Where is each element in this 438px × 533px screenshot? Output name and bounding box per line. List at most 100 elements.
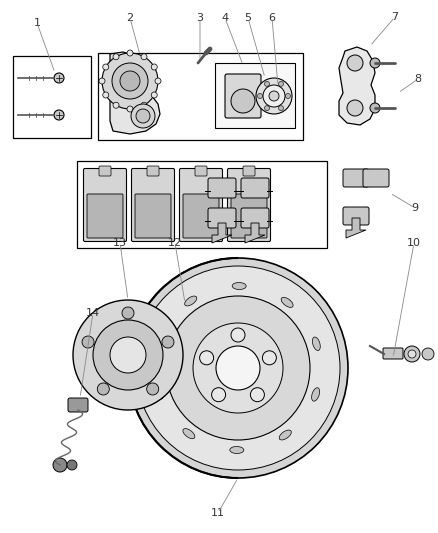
Circle shape (265, 82, 269, 86)
Circle shape (408, 350, 416, 358)
Polygon shape (346, 218, 366, 238)
Circle shape (54, 73, 64, 83)
FancyBboxPatch shape (208, 208, 236, 228)
Text: 12: 12 (168, 238, 182, 248)
FancyBboxPatch shape (225, 74, 261, 118)
Circle shape (53, 458, 67, 472)
Circle shape (112, 63, 148, 99)
Text: 4: 4 (222, 13, 229, 23)
Circle shape (54, 110, 64, 120)
FancyBboxPatch shape (243, 166, 255, 176)
FancyBboxPatch shape (343, 207, 369, 225)
Circle shape (370, 103, 380, 113)
Circle shape (251, 387, 265, 402)
Circle shape (193, 323, 283, 413)
Text: 9: 9 (411, 203, 419, 213)
Text: 11: 11 (211, 508, 225, 518)
Circle shape (82, 336, 94, 348)
Circle shape (279, 106, 283, 111)
Circle shape (166, 296, 310, 440)
Circle shape (127, 50, 133, 56)
Circle shape (422, 348, 434, 360)
Circle shape (103, 64, 109, 70)
Circle shape (110, 337, 146, 373)
Ellipse shape (183, 429, 195, 439)
FancyBboxPatch shape (135, 194, 171, 238)
Circle shape (347, 100, 363, 116)
FancyBboxPatch shape (180, 168, 223, 241)
Ellipse shape (311, 387, 320, 401)
Polygon shape (110, 52, 160, 134)
Circle shape (97, 383, 110, 395)
Circle shape (122, 307, 134, 319)
Polygon shape (212, 223, 232, 243)
Ellipse shape (281, 297, 293, 308)
Text: 13: 13 (113, 238, 127, 248)
Bar (13, 56, 91, 138)
Circle shape (136, 109, 150, 123)
Text: 10: 10 (407, 238, 421, 248)
Circle shape (147, 383, 159, 395)
FancyBboxPatch shape (131, 168, 174, 241)
Circle shape (136, 266, 340, 470)
FancyBboxPatch shape (99, 166, 111, 176)
Text: 7: 7 (392, 12, 399, 22)
Ellipse shape (232, 282, 246, 289)
Circle shape (265, 106, 269, 111)
Circle shape (151, 92, 157, 98)
FancyBboxPatch shape (87, 194, 123, 238)
Bar (98, 53, 303, 140)
Text: 1: 1 (33, 18, 40, 28)
Circle shape (113, 102, 119, 108)
Circle shape (131, 104, 155, 128)
FancyBboxPatch shape (68, 398, 88, 412)
FancyBboxPatch shape (363, 169, 389, 187)
Circle shape (73, 300, 183, 410)
FancyBboxPatch shape (231, 194, 267, 238)
FancyBboxPatch shape (208, 178, 236, 198)
Ellipse shape (185, 296, 197, 306)
Circle shape (216, 346, 260, 390)
Circle shape (258, 93, 262, 99)
FancyBboxPatch shape (195, 166, 207, 176)
FancyBboxPatch shape (147, 166, 159, 176)
Ellipse shape (279, 430, 291, 440)
Circle shape (263, 85, 285, 107)
Polygon shape (339, 47, 375, 125)
Circle shape (212, 387, 226, 402)
Polygon shape (245, 223, 265, 243)
Circle shape (103, 92, 109, 98)
FancyBboxPatch shape (241, 208, 269, 228)
Text: 3: 3 (197, 13, 204, 23)
Circle shape (347, 55, 363, 71)
Circle shape (102, 53, 158, 109)
FancyBboxPatch shape (383, 348, 403, 359)
FancyBboxPatch shape (241, 178, 269, 198)
Circle shape (279, 82, 283, 86)
Circle shape (151, 64, 157, 70)
Circle shape (155, 78, 161, 84)
Circle shape (128, 258, 348, 478)
Bar (215, 63, 295, 128)
Circle shape (120, 71, 140, 91)
Text: 5: 5 (244, 13, 251, 23)
Circle shape (262, 351, 276, 365)
Text: 6: 6 (268, 13, 276, 23)
Circle shape (286, 93, 290, 99)
Bar (77, 161, 327, 248)
FancyBboxPatch shape (343, 169, 369, 187)
Circle shape (67, 460, 77, 470)
Circle shape (404, 346, 420, 362)
Circle shape (256, 78, 292, 114)
Ellipse shape (230, 447, 244, 454)
Ellipse shape (312, 337, 320, 351)
Ellipse shape (156, 335, 164, 348)
Circle shape (99, 78, 105, 84)
Circle shape (269, 91, 279, 101)
Circle shape (141, 102, 147, 108)
Circle shape (231, 89, 255, 113)
Circle shape (141, 54, 147, 60)
Circle shape (370, 58, 380, 68)
Circle shape (162, 336, 174, 348)
FancyBboxPatch shape (183, 194, 219, 238)
